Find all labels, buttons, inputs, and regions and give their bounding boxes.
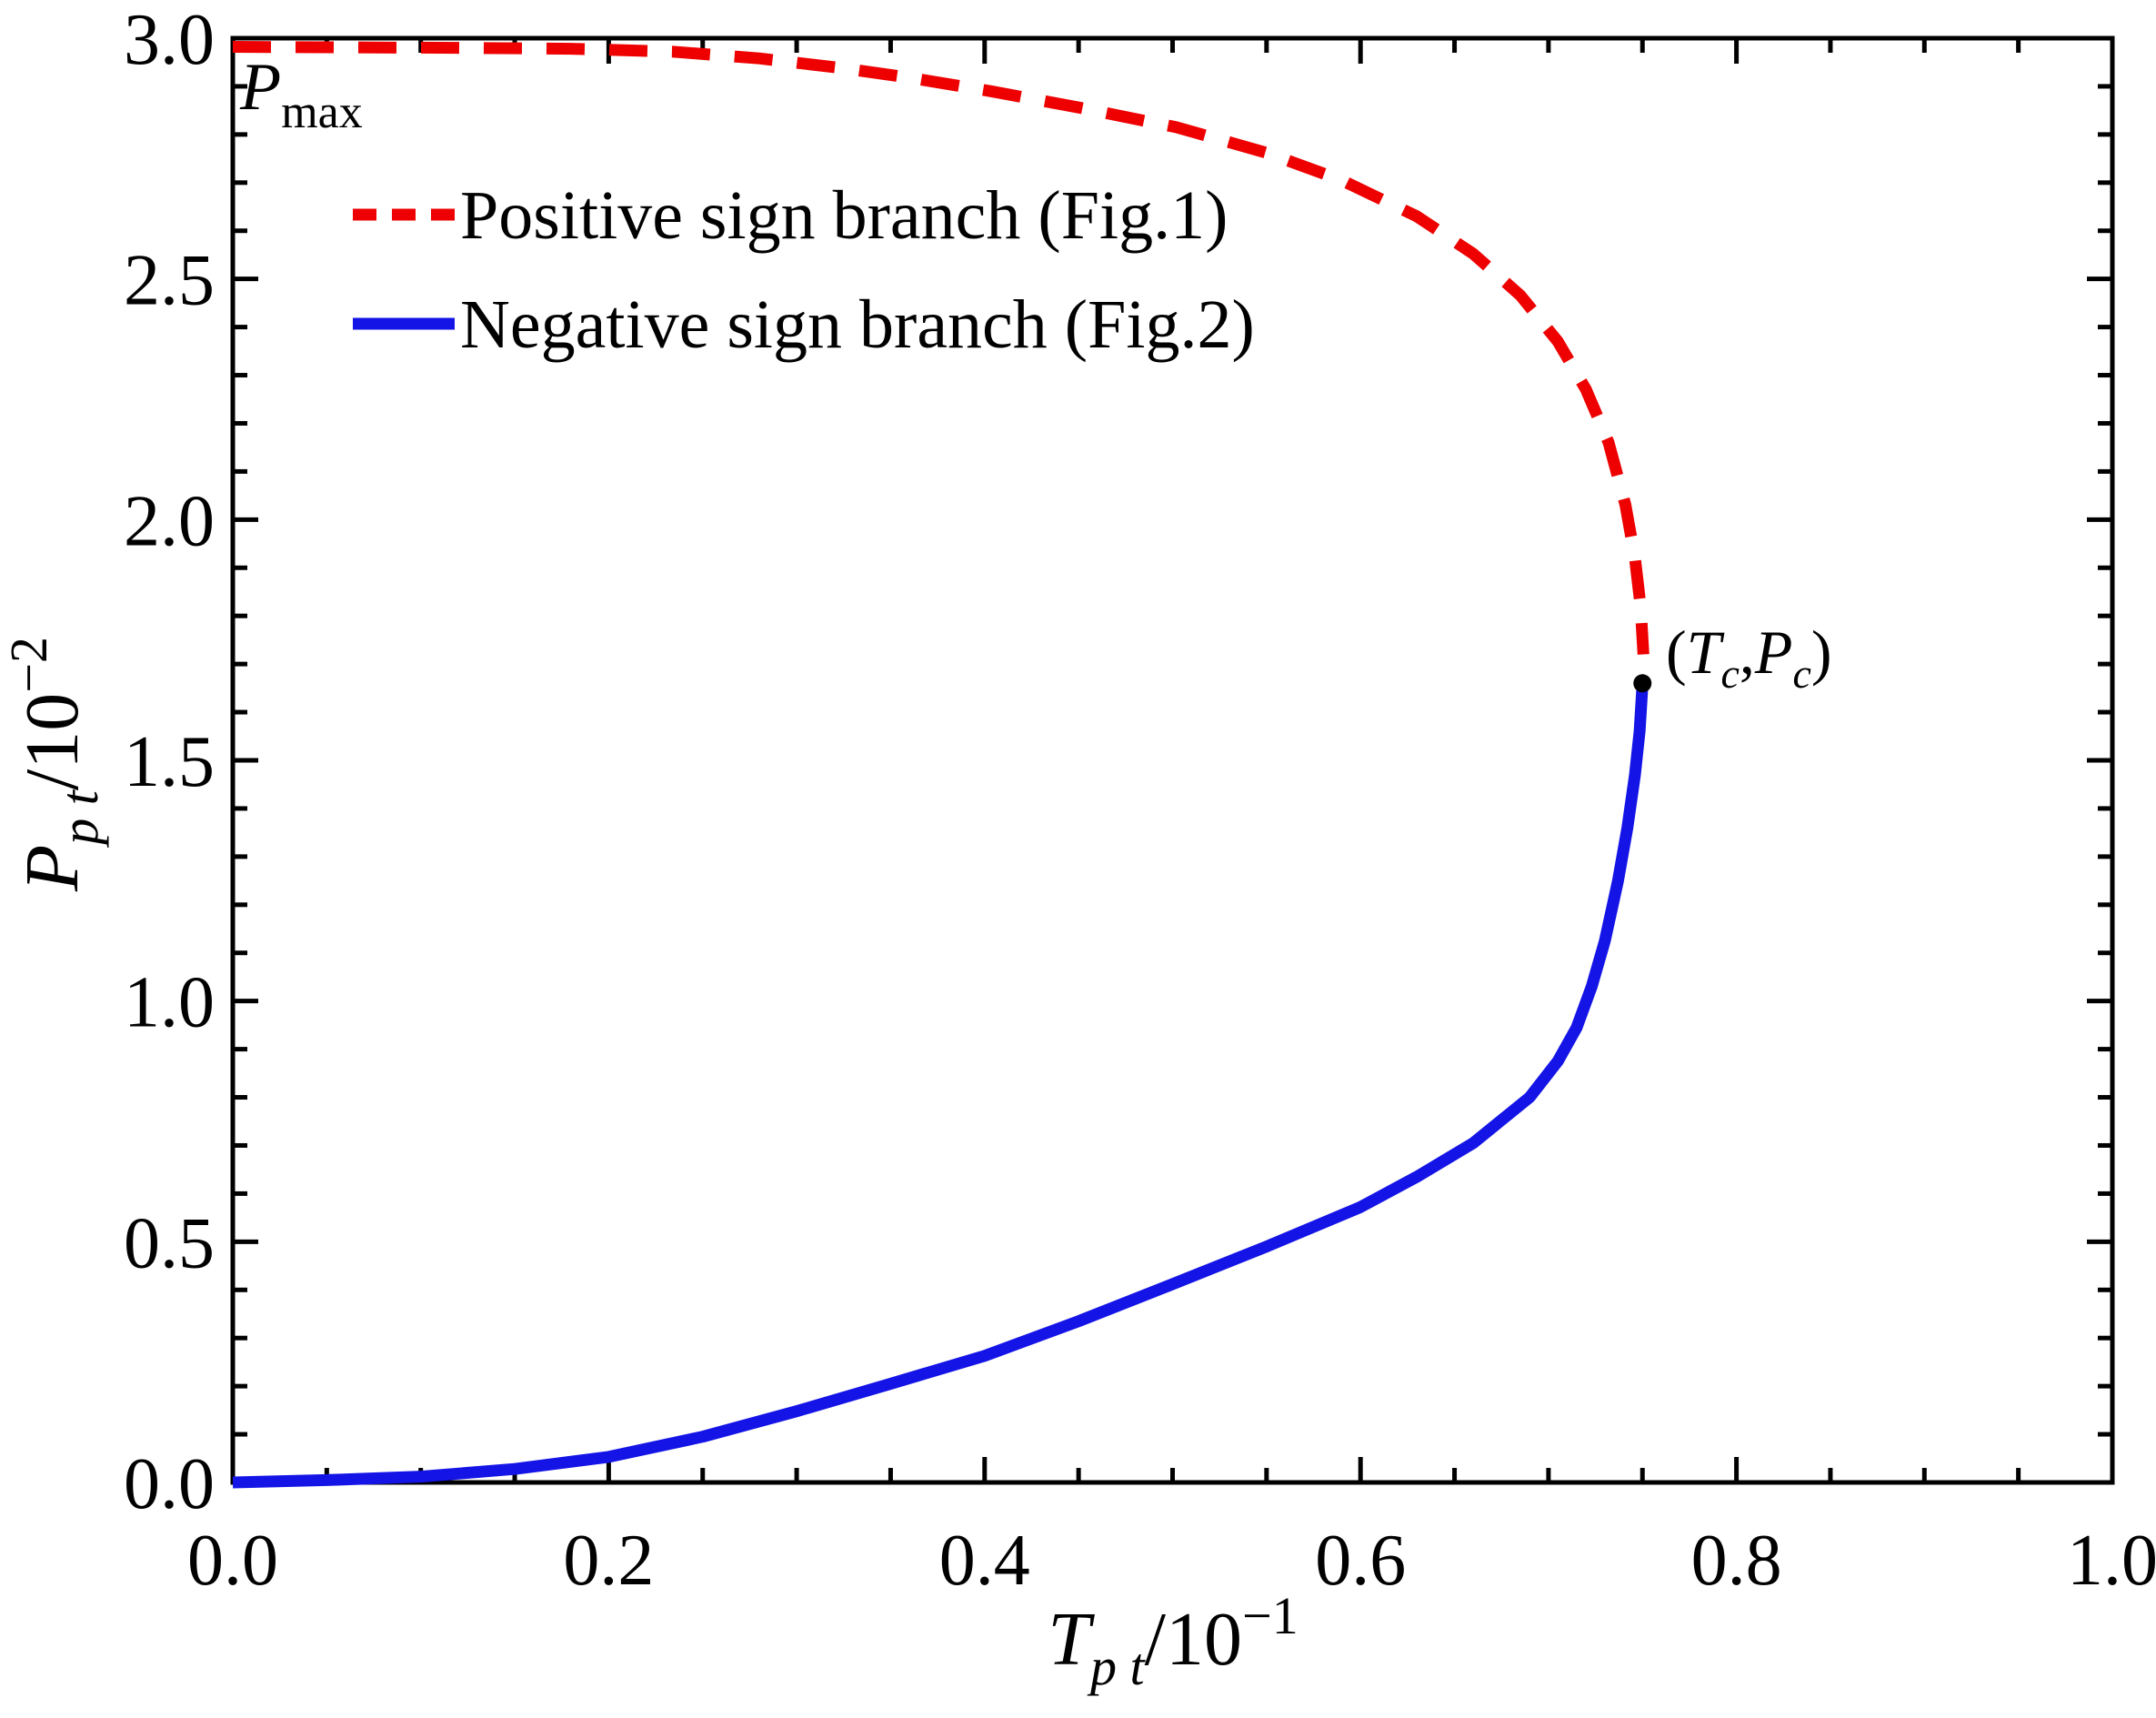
y-tick-label: 0.5 (124, 1203, 215, 1283)
y-tick-label: 1.0 (124, 963, 215, 1043)
label-part: ) (1811, 618, 1832, 687)
critical-point-dot (1633, 674, 1652, 693)
label-part: c (1720, 650, 1739, 697)
positive-branch-curve (232, 41, 1650, 655)
label-part: p t (50, 789, 109, 849)
x-tick-label: 0.6 (1315, 1521, 1406, 1601)
label-part: p t (1087, 1637, 1147, 1696)
y-tick-label: 1.5 (124, 722, 215, 802)
y-tick-label: 3.0 (124, 0, 215, 80)
plot-frame (230, 35, 2115, 1485)
x-tick-label: 0.8 (1691, 1521, 1782, 1601)
label-part: −1 (1242, 1586, 1299, 1645)
legend: Positive sign branch (Fig.1) Negative sig… (353, 177, 1255, 363)
label-part: P (10, 845, 95, 892)
y-tick-label: 0.0 (124, 1444, 215, 1524)
label-part: P (1754, 618, 1793, 687)
x-tick-label: 0.0 (187, 1521, 278, 1601)
label-part: max (281, 86, 363, 138)
label-part: T (1048, 1597, 1095, 1682)
label-part: /10 (10, 693, 95, 790)
label-part: , (1740, 618, 1755, 687)
x-tick-label: 1.0 (2067, 1521, 2156, 1601)
label-part: c (1792, 650, 1810, 697)
y-tick-label: 2.5 (124, 241, 215, 321)
label-part: ( (1666, 618, 1687, 687)
label-part: /10 (1145, 1597, 1242, 1682)
label-part: −2 (0, 637, 58, 693)
label-part: T (1687, 618, 1725, 687)
x-tick-label: 0.4 (939, 1521, 1030, 1601)
pmax-annotation: Pmax (239, 50, 363, 138)
curves (232, 41, 1650, 1489)
x-axis-title: Tp t/10−1 (1048, 1586, 1298, 1696)
x-tick-label: 0.2 (563, 1521, 654, 1601)
y-tick-label: 2.0 (124, 481, 215, 561)
legend-label: Negative sign branch (Fig.2) (460, 286, 1255, 363)
y-axis-title: Pp t/10−2 (0, 637, 109, 892)
tick-labels: 0.0 0.2 0.4 0.6 0.8 1.0 0.0 0.5 1.0 1.5 2.0 2.5 3.0 (124, 0, 2156, 1601)
legend-label: Positive sign branch (Fig.1) (460, 177, 1228, 254)
label-part: P (239, 50, 281, 125)
critical-point-annotation: (Tc,Pc) (1666, 618, 1832, 697)
negative-branch-curve (232, 683, 1649, 1489)
